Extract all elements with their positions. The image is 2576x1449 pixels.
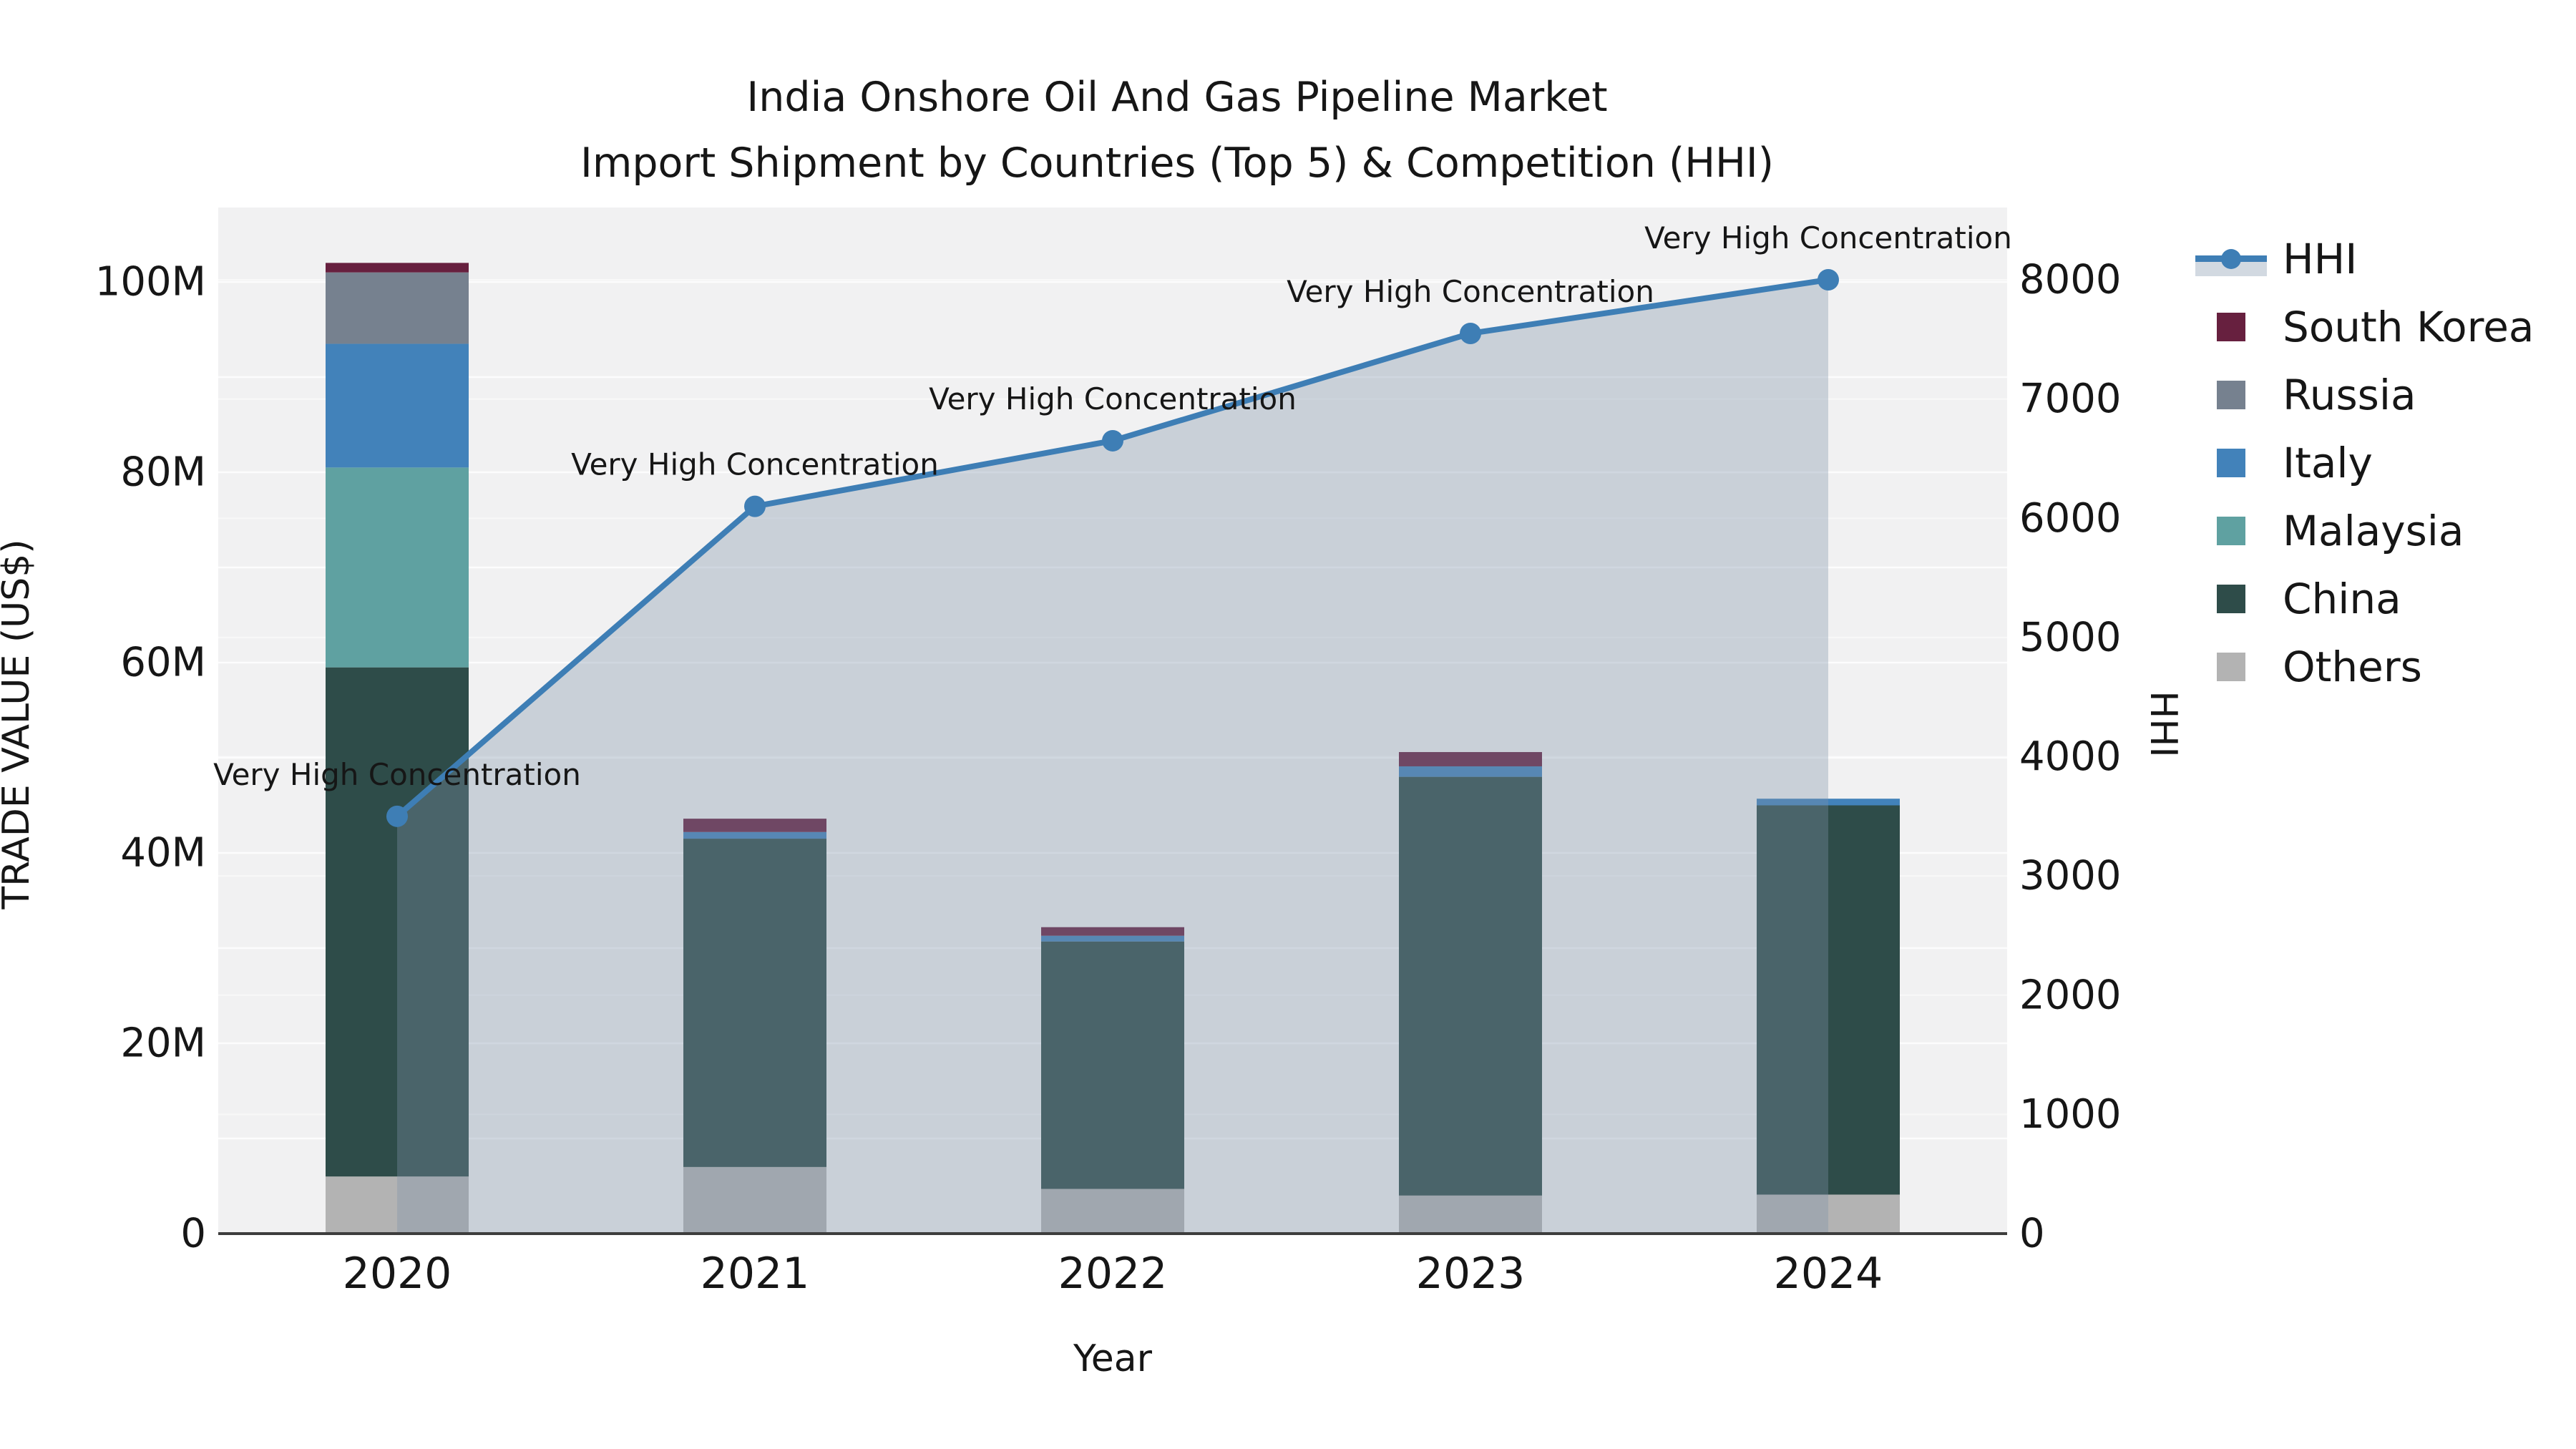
left-tick-80M: 80M [120,449,206,496]
legend-item-russia: Russia [2217,371,2416,419]
right-tick-6000: 6000 [2019,495,2122,542]
bar-segment-2021-italy [683,831,826,839]
left-tick-100M: 100M [95,259,206,306]
bar-segment-2020-malaysia [326,467,469,668]
bar-segment-2023-china [1399,776,1542,1196]
legend-swatch-others [2217,653,2245,681]
legend-layer: HHI South Korea Russia Italy Malaysia China Ot… [2195,235,2534,691]
hhi-marker-2022 [1102,429,1123,452]
bar-segment-2020-south-korea [326,263,469,273]
bar-segment-2022-south-korea [1041,927,1184,936]
bar-segment-2022-others [1041,1189,1184,1234]
bar-segment-2021-china [683,839,826,1167]
legend-item-others: Others [2217,643,2422,691]
hhi-annotation-2023: Very High Concentration [1287,274,1654,309]
legend-label-italy: Italy [2283,439,2373,487]
bar-segment-2022-china [1041,941,1184,1189]
right-tick-4000: 4000 [2019,733,2122,780]
legend-item-malaysia: Malaysia [2217,507,2464,555]
hhi-annotation-2020: Very High Concentration [213,757,581,792]
hhi-marker-2020 [386,805,408,827]
bar-segment-2020-china [326,667,469,1177]
bar-segment-2024-china [1757,805,1900,1195]
left-tick-40M: 40M [120,830,206,877]
legend-item-italy: Italy [2217,439,2373,487]
legend-swatch-south-korea [2217,313,2245,341]
hhi-annotation-2024: Very High Concentration [1644,220,2012,255]
hhi-annotation-2021: Very High Concentration [571,447,939,482]
x-tick-2022: 2022 [1058,1249,1168,1299]
bar-segment-2021-south-korea [683,819,826,832]
x-tick-2023: 2023 [1416,1249,1526,1299]
right-tick-5000: 5000 [2019,614,2122,660]
legend-label-china: China [2283,575,2401,623]
bar-segment-2023-others [1399,1195,1542,1234]
legend-label-others: Others [2283,643,2422,691]
bar-segment-2024-italy [1757,799,1900,806]
legend-swatch-russia [2217,381,2245,409]
right-tick-2000: 2000 [2019,972,2122,1018]
legend-hhi-marker [2221,249,2241,269]
right-tick-3000: 3000 [2019,853,2122,899]
legend-item-south-korea: South Korea [2217,303,2534,351]
tick-labels-layer: 0 20M 40M 60M 80M 100M 0 1000 2000 3000 4000 5000 60… [95,257,2122,1299]
bar-segment-2021-others [683,1166,826,1234]
bar-segment-2023-italy [1399,766,1542,777]
right-axis-title: HHI [2142,691,2185,758]
x-axis-title: Year [1073,1337,1153,1380]
left-axis-title: TRADE VALUE (US$) [0,539,38,909]
legend-item-hhi: HHI [2195,235,2357,283]
x-tick-2024: 2024 [1774,1249,1883,1299]
left-tick-0: 0 [180,1211,206,1257]
left-tick-20M: 20M [120,1020,206,1067]
legend-label-malaysia: Malaysia [2283,507,2464,555]
hhi-marker-2024 [1818,269,1839,291]
chart-subtitle: Import Shipment by Countries (Top 5) & C… [580,140,1774,187]
legend-item-china: China [2217,575,2401,623]
x-tick-2020: 2020 [343,1249,452,1299]
bar-segment-2024-others [1757,1194,1900,1234]
x-tick-2021: 2021 [701,1249,810,1299]
hhi-line-layer [386,269,1839,1234]
legend-swatch-italy [2217,449,2245,477]
bar-segment-2023-south-korea [1399,752,1542,766]
bar-segment-2020-italy [326,343,469,468]
annotations-layer: Very High Concentration Very High Concent… [213,220,2012,792]
hhi-marker-2023 [1460,322,1481,344]
legend-label-south-korea: South Korea [2283,303,2534,351]
bars-layer [326,263,1900,1234]
legend-swatch-china [2217,585,2245,613]
legend-label-russia: Russia [2283,371,2416,419]
right-tick-1000: 1000 [2019,1091,2122,1138]
right-tick-7000: 7000 [2019,376,2122,422]
chart-title: India Onshore Oil And Gas Pipeline Marke… [746,74,1607,121]
left-tick-60M: 60M [120,640,206,686]
bar-segment-2022-italy [1041,935,1184,942]
legend-label-hhi: HHI [2283,235,2357,283]
legend-swatch-malaysia [2217,517,2245,545]
right-tick-0: 0 [2019,1211,2045,1257]
bar-segment-2020-russia [326,272,469,344]
hhi-area-fill [397,280,1828,1234]
hhi-annotation-2022: Very High Concentration [929,381,1297,416]
hhi-marker-2021 [744,495,766,517]
right-tick-8000: 8000 [2019,257,2122,303]
bar-segment-2020-others [326,1176,469,1234]
